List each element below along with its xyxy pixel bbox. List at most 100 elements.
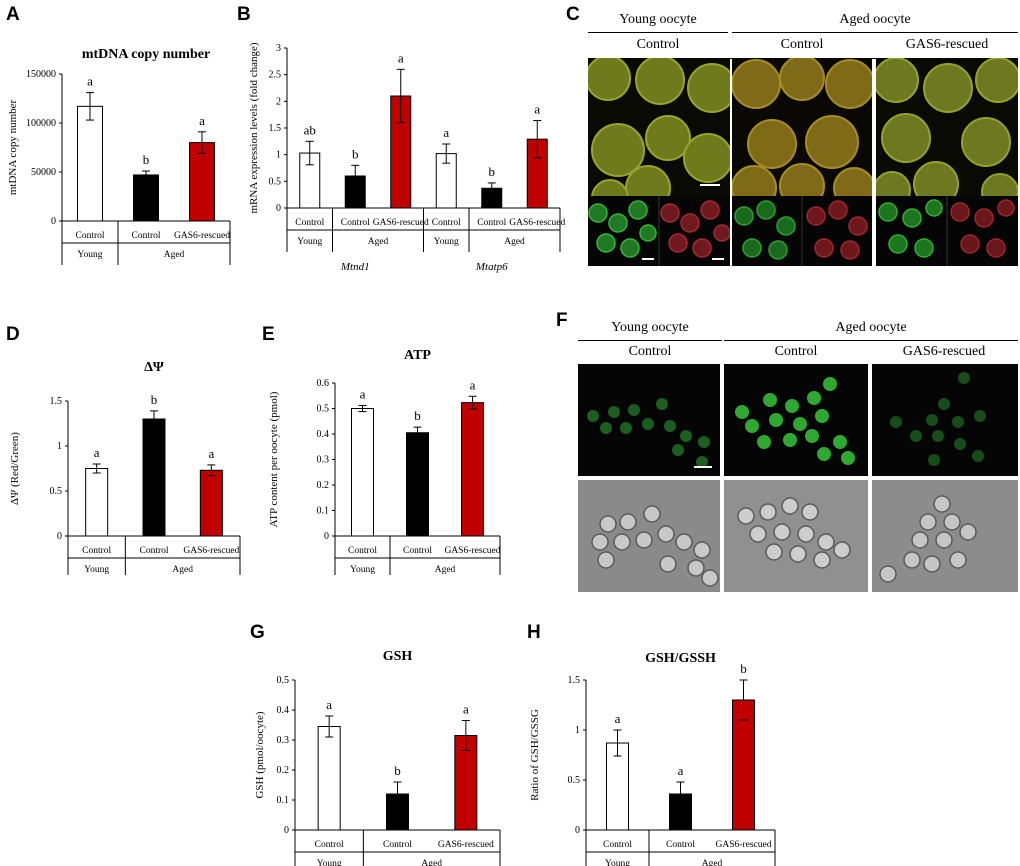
group-label-aged: Aged [435,565,456,575]
panel-c-young-control-label: Control [636,37,680,52]
group-label-young: Young [78,250,103,260]
y-tick-label: 1 [276,150,281,161]
group-label-young: Young [297,237,322,247]
x-tick-label: GAS6-rescued [183,546,239,556]
x-tick-label: Control [131,231,160,241]
significance-letter: a [326,697,332,712]
significance-letter: b [489,164,496,179]
chart-title: GSH/GSSH [645,651,716,666]
x-tick-label: Control [82,546,111,556]
x-tick-label: Control [341,218,370,228]
y-tick-label: 0.5 [317,404,330,415]
chart-title: GSH [383,649,413,664]
chart-title: ATP [404,348,431,363]
x-tick-label: GAS6-rescued [373,218,429,228]
significance-letter: a [463,702,469,717]
chart-atp: ATP 0 0.1 0.2 0.3 0.4 0.5 0.6 ATP content per oo… [268,348,501,575]
micrograph-c-young-control [588,58,730,266]
significance-letter: b [414,408,421,423]
group-label-aged: Aged [702,859,723,866]
significance-letter: a [208,446,214,461]
group-label-aged: Aged [172,565,193,575]
panel-f-young-divider [578,340,722,341]
panel-f-young-header: Young oocyte [611,320,689,335]
y-tick-label: 1 [57,441,62,452]
panel-label-g: G [250,622,265,643]
panel-label-a: A [6,4,20,25]
panel-label-f: F [556,310,568,331]
x-tick-label: Control [295,218,324,228]
panel-label-d: D [6,324,20,345]
x-tick-label: GAS6-rescued [438,840,494,850]
significance-letter: b [352,146,359,161]
bar [85,468,109,537]
x-tick-label: GAS6-rescued [716,840,772,850]
chart-delta-psi: ΔΨ 0 0.5 1 1.5 ΔΨ (Red/Green) a Control b Control… [9,360,241,575]
y-tick-label: 50000 [31,167,56,178]
bar [351,408,374,537]
panel-f-aged-control-label: Control [774,344,818,359]
panel-f-rescued-label: GAS6-rescued [902,344,986,359]
chart-title: ΔΨ [144,360,164,375]
significance-letter: a [199,113,205,128]
significance-letter: a [534,102,540,117]
panel-label-b: B [237,4,251,25]
y-tick-label: 0.4 [317,429,330,440]
y-axis-label: GSH (pmol/oocyte) [254,711,266,798]
y-tick-label: 0.1 [277,795,290,806]
significance-letter: a [360,386,366,401]
significance-letter: a [615,711,621,726]
bar [461,402,484,537]
y-tick-label: 3 [276,43,281,54]
x-tick-label: Control [477,218,506,228]
x-tick-label: GAS6-rescued [445,546,501,556]
y-tick-label: 0 [284,825,289,836]
group-label-young: Young [317,859,342,866]
bar [317,726,341,831]
panel-c-rescued-label: GAS6-rescued [905,37,989,52]
y-tick-label: 0.3 [317,455,330,466]
y-tick-label: 0.5 [568,775,581,786]
bar [77,105,103,222]
y-tick-label: 2.5 [269,70,282,81]
x-tick-label: Control [315,840,344,850]
panel-f-aged-divider [724,340,1018,341]
y-tick-label: 0.2 [277,765,290,776]
group-label-young: Young [605,859,630,866]
y-tick-label: 0 [575,825,580,836]
significance-letter: a [678,763,684,778]
chart-title: mtDNA copy number [82,47,210,62]
y-axis-label: mtDNA copy number [7,100,19,196]
chart-gsh: GSH 0 0.1 0.2 0.3 0.4 0.5 GSH (pmol/oocyte) a Con… [254,649,501,866]
significance-letter: ab [304,122,316,137]
y-tick-label: 100000 [26,118,56,129]
y-axis-label: Ratio of GSH/GSSG [529,709,541,801]
micrograph-c-aged-rescued [876,58,1018,266]
group-label-aged: Aged [421,859,442,866]
y-tick-label: 0.4 [277,705,290,716]
y-tick-label: 0.5 [269,176,282,187]
y-tick-label: 1.5 [50,396,63,407]
micrograph-f-grid [578,364,1018,592]
significance-letter: b [394,763,401,778]
panel-label-h: H [527,622,541,643]
y-tick-label: 0 [51,216,56,227]
panel-c-aged-header: Aged oocyte [839,12,911,27]
significance-letter: b [740,661,747,676]
y-tick-label: 0 [324,531,329,542]
bar [406,432,429,537]
panel-label-c: C [566,4,580,25]
y-axis-label: ΔΨ (Red/Green) [9,432,21,505]
y-tick-label: 1.5 [269,123,282,134]
group-label-young: Young [84,565,109,575]
x-tick-label: Control [432,218,461,228]
x-tick-label: GAS6-rescued [174,231,230,241]
gene-label: Mtatp6 [475,261,508,273]
y-tick-label: 150000 [26,69,56,80]
bar [189,142,215,222]
y-tick-label: 0 [276,203,281,214]
panel-label-e: E [262,324,275,345]
group-label-aged: Aged [368,237,389,247]
gene-label: Mtnd1 [340,261,370,273]
x-tick-label: GAS6-rescued [509,218,565,228]
